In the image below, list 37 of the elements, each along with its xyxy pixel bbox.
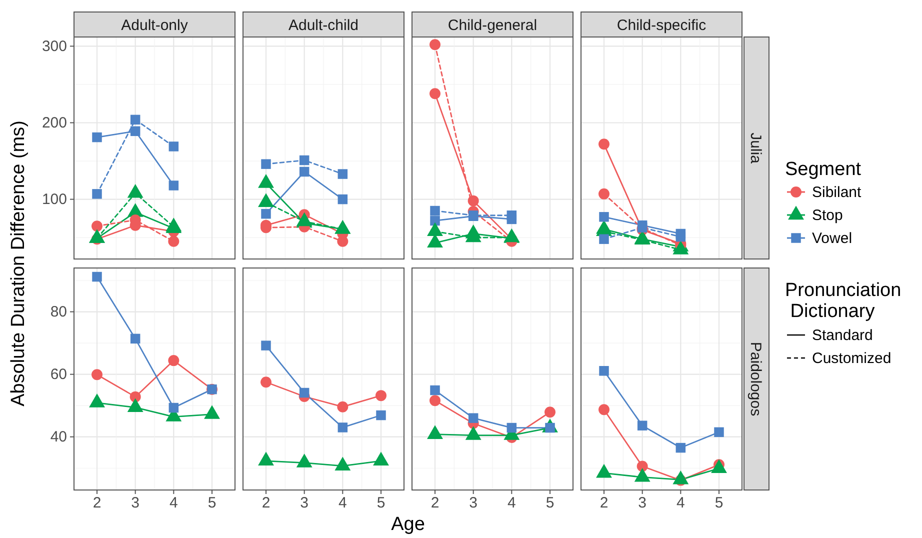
x-tick-label: 3 (131, 494, 140, 512)
x-tick-label: 4 (676, 494, 685, 512)
x-tick-label: 3 (638, 494, 647, 512)
chart-title: Child-specific (616, 17, 707, 34)
x-tick-label: 2 (600, 494, 608, 512)
chart-title: Adult-child (288, 17, 359, 34)
text: Standard (812, 327, 873, 344)
y-tick-label: 200 (42, 114, 67, 132)
x-tick-label: 4 (507, 494, 516, 512)
legend-label: Stop (812, 207, 843, 224)
x-tick-label: 3 (469, 494, 478, 512)
legend-label: Sibilant (812, 184, 862, 201)
x-tick-label: 2 (430, 494, 440, 512)
x-axis-title: Age (391, 514, 425, 535)
y-axis-title: Absolute Duration Difference (ms) (8, 120, 29, 406)
x-tick-label: 5 (714, 494, 724, 512)
chart-title: Child-general (448, 17, 538, 34)
text: Paidologos (747, 342, 764, 416)
x-tick-label: 4 (338, 494, 347, 512)
text: Pronunciation Dictionary (785, 280, 902, 322)
y-tick-label: 80 (50, 304, 67, 321)
legend-title: Segment (785, 159, 862, 180)
text: Julia (747, 132, 764, 164)
x-tick-label: 5 (546, 494, 554, 512)
chart-title: Adult-only (121, 17, 188, 34)
x-tick-label: 5 (208, 494, 216, 512)
x-tick-label: 2 (262, 494, 270, 512)
y-tick-label: 60 (50, 366, 67, 384)
x-tick-label: 2 (92, 494, 102, 512)
x-tick-label: 4 (169, 494, 178, 512)
text: Customized (812, 350, 892, 367)
x-tick-label: 5 (376, 494, 386, 512)
y-tick-label: 40 (50, 428, 67, 446)
y-tick-label: 100 (42, 191, 67, 208)
legend-label: Vowel (812, 230, 852, 247)
y-tick-label: 300 (42, 38, 67, 55)
x-tick-label: 3 (300, 494, 309, 512)
